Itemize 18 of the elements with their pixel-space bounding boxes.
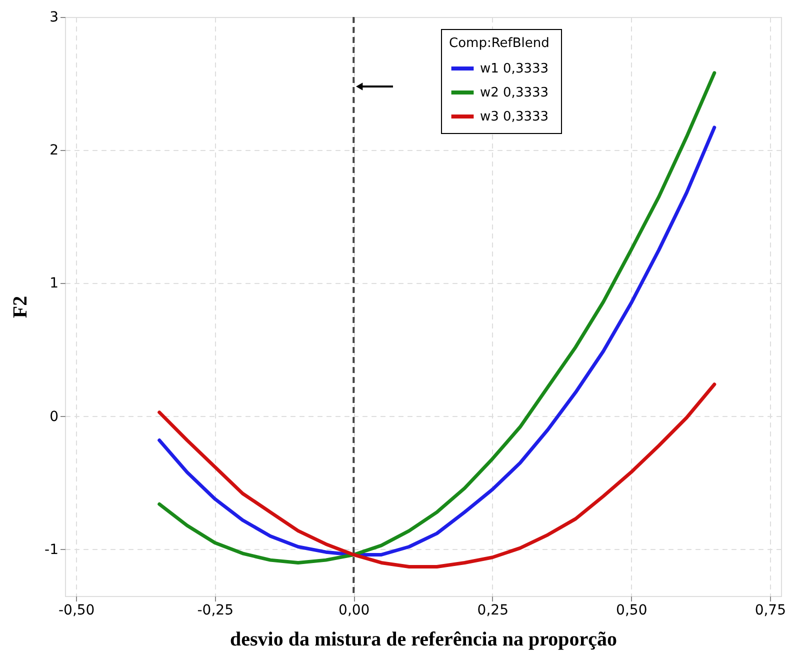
legend-label: w1 0,3333	[480, 62, 549, 76]
line-series	[158, 382, 716, 568]
legend-label: w2 0,3333	[480, 86, 549, 100]
x-axis-title: desvio da mistura de referência na proporção	[230, 628, 618, 650]
y-tick-label: 2	[50, 142, 58, 159]
x-tick-label: 0,50	[616, 602, 648, 618]
x-tick-label: 0,75	[754, 602, 786, 618]
x-tick-label: 0,25	[477, 602, 508, 618]
legend-label: w3 0,3333	[480, 110, 549, 124]
y-axis-title: F2	[10, 296, 32, 318]
x-tick-label: 0,00	[338, 602, 370, 618]
y-tick-label: -1	[44, 542, 58, 558]
legend-title: Comp:RefBlend	[449, 36, 550, 51]
y-tick-label: 3	[50, 10, 58, 26]
x-tick-label: -0,50	[58, 602, 95, 618]
y-tick-label: 0	[50, 408, 58, 425]
y-tick-label: 1	[50, 276, 58, 292]
x-tick-label: -0,25	[197, 602, 234, 618]
